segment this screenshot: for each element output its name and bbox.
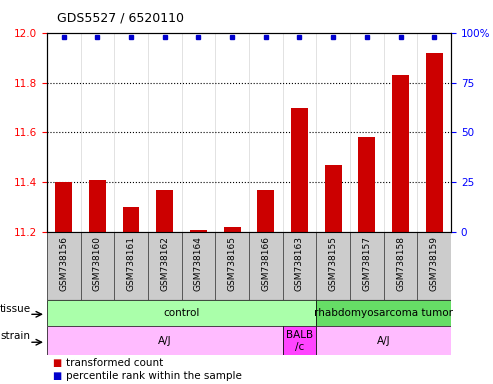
- Bar: [224, 227, 241, 232]
- Text: GSM738159: GSM738159: [430, 236, 439, 291]
- Text: GSM738162: GSM738162: [160, 236, 169, 291]
- Bar: [317, 300, 451, 326]
- Text: GSM738161: GSM738161: [127, 236, 136, 291]
- Text: transformed count: transformed count: [66, 358, 163, 368]
- Text: A/J: A/J: [377, 336, 390, 346]
- Bar: [47, 326, 282, 355]
- Text: GSM738157: GSM738157: [362, 236, 371, 291]
- Text: strain: strain: [0, 331, 30, 341]
- Bar: [47, 300, 317, 326]
- Text: GSM738156: GSM738156: [59, 236, 68, 291]
- Text: control: control: [163, 308, 200, 318]
- Text: percentile rank within the sample: percentile rank within the sample: [66, 371, 242, 381]
- Bar: [282, 326, 317, 355]
- Text: tissue: tissue: [0, 304, 31, 314]
- Bar: [123, 207, 140, 232]
- Text: BALB
/c: BALB /c: [286, 330, 313, 352]
- Text: GSM738155: GSM738155: [329, 236, 338, 291]
- Bar: [358, 137, 375, 232]
- Text: rhabdomyosarcoma tumor: rhabdomyosarcoma tumor: [314, 308, 453, 318]
- Bar: [291, 108, 308, 232]
- Bar: [89, 180, 106, 232]
- Bar: [156, 190, 173, 232]
- Bar: [392, 75, 409, 232]
- Text: GSM738164: GSM738164: [194, 236, 203, 291]
- Text: GSM738158: GSM738158: [396, 236, 405, 291]
- Bar: [317, 326, 451, 355]
- Bar: [55, 182, 72, 232]
- Bar: [190, 230, 207, 232]
- Text: ■: ■: [52, 371, 61, 381]
- Text: GSM738163: GSM738163: [295, 236, 304, 291]
- Text: GSM738166: GSM738166: [261, 236, 270, 291]
- Bar: [257, 190, 274, 232]
- Text: GSM738165: GSM738165: [228, 236, 237, 291]
- Bar: [325, 165, 342, 232]
- Text: GDS5527 / 6520110: GDS5527 / 6520110: [57, 12, 184, 25]
- Text: GSM738160: GSM738160: [93, 236, 102, 291]
- Text: A/J: A/J: [158, 336, 172, 346]
- Text: ■: ■: [52, 358, 61, 368]
- Bar: [426, 53, 443, 232]
